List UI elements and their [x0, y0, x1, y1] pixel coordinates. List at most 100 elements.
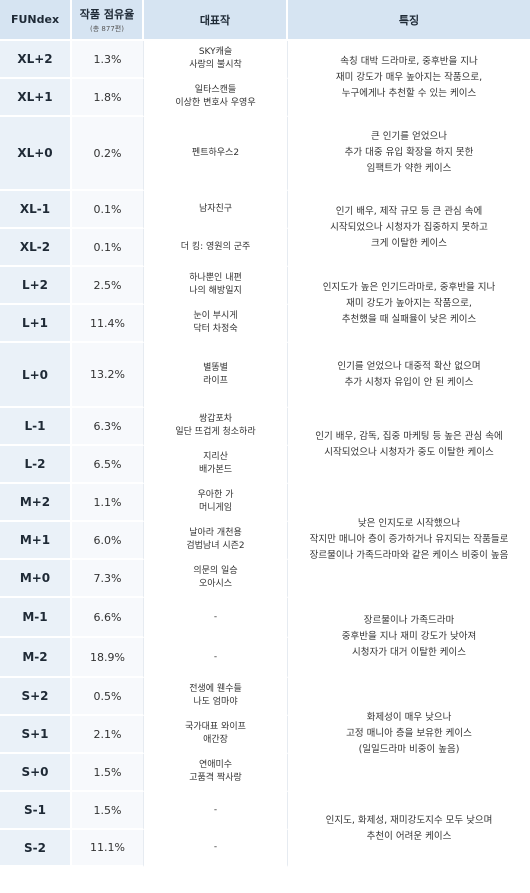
grade-cell: M+2 — [0, 484, 72, 522]
table-row: L+0 13.2% 별똥별 라이프 인기를 얻었으나 대중적 확산 없으며 추가 시청자 … — [0, 343, 530, 408]
header-works: 대표작 — [144, 0, 288, 41]
table-row: S-2 11.1% - — [0, 830, 530, 867]
description-line: 시작되었으나 시청자가 집중하지 못하고 — [330, 222, 488, 233]
description-line: 작지만 매니아 층이 증가하거나 유지되는 작품들로 — [309, 534, 509, 545]
share-cell: 7.3% — [72, 560, 144, 598]
share-cell: 2.5% — [72, 267, 144, 305]
header-share-label: 작품 점유율 — [79, 7, 135, 21]
share-cell: 0.5% — [72, 678, 144, 716]
share-cell: 6.0% — [72, 522, 144, 560]
work-title: 일타스캔들 — [194, 85, 237, 95]
works-cell: 펜트하우스2 — [144, 117, 288, 191]
table-row: S+2 0.5% 전생에 웬수들 나도 엄마야 화제성이 매우 낮으나 고정 매니아 층을… — [0, 678, 530, 792]
table-row: XL+2 1.3% SKY캐슬 사랑의 불시착 속칭 대박 드라마로, 중후반을 지나 재… — [0, 41, 530, 117]
grade-cell: S+2 — [0, 678, 72, 716]
grade-cell: XL+1 — [0, 79, 72, 117]
table-row: XL+1 1.8% 일타스캔들 이상한 변호사 우영우 — [0, 79, 530, 117]
header-grade: FUNdex — [0, 0, 72, 41]
work-title: 머니게임 — [198, 503, 233, 513]
description-line: 임팩트가 약한 케이스 — [366, 163, 452, 174]
work-title: 나의 해방일지 — [189, 286, 242, 296]
work-title: 전생에 웬수들 — [189, 684, 242, 694]
works-cell: 연애미수 고품격 짝사랑 — [144, 754, 288, 792]
description-line: 추천했을 때 실패율이 낮은 케이스 — [341, 314, 477, 325]
description-cell: 장르물이나 가족드라마 중후반을 지나 재미 강도가 낮아져 시청자가 대거 이탈한… — [288, 598, 530, 678]
description-line: 큰 인기를 얻었으나 — [371, 131, 447, 142]
work-title: - — [213, 651, 218, 662]
works-cell: - — [144, 598, 288, 638]
works-cell: 날아라 개천용 검법남녀 시즌2 — [144, 522, 288, 560]
works-cell: 우아한 가 머니게임 — [144, 484, 288, 522]
grade-cell: M+1 — [0, 522, 72, 560]
work-title: 라이프 — [203, 375, 228, 386]
header-share: 작품 점유율 (총 877편) — [72, 0, 144, 41]
works-cell: 국가대표 와이프 애간장 — [144, 716, 288, 754]
share-cell: 18.9% — [72, 638, 144, 678]
grade-cell: L-1 — [0, 408, 72, 446]
table-row: L+1 11.4% 눈이 부시게 닥터 차정숙 — [0, 305, 530, 343]
table-row: M-2 18.9% - — [0, 638, 530, 678]
share-cell: 11.1% — [72, 830, 144, 867]
work-title: 하나뿐인 내편 — [189, 273, 242, 283]
works-cell: 의문의 일승 오아시스 — [144, 560, 288, 598]
share-cell: 1.5% — [72, 754, 144, 792]
table-row: L+2 2.5% 하나뿐인 내편 나의 해방일지 인지도가 높은 인기드라마로, 중후반… — [0, 267, 530, 343]
work-title: 지리산 — [203, 452, 228, 462]
work-title: 사랑의 불시착 — [189, 60, 242, 70]
share-cell: 2.1% — [72, 716, 144, 754]
work-title: 일단 뜨겁게 청소하라 — [175, 427, 256, 437]
grade-cell: L-2 — [0, 446, 72, 484]
description-cell: 인기 배우, 감독, 집중 마케팅 등 높은 관심 속에 시작되었으나 시청자가 … — [288, 408, 530, 484]
description-line: 크게 이탈한 케이스 — [371, 238, 447, 249]
description-line: 시청자가 대거 이탈한 케이스 — [352, 647, 466, 658]
description-line: 장르물이나 가족드라마와 같은 케이스 비중이 높음 — [309, 550, 509, 561]
table-row: S-1 1.5% - 인지도, 화제성, 재미강도지수 모두 낮으며 추천이 어려운 케… — [0, 792, 530, 867]
works-cell: - — [144, 792, 288, 830]
table-row: XL+0 0.2% 펜트하우스2 큰 인기를 얻었으나 추가 대중 유입 확장을 하지 … — [0, 117, 530, 191]
grade-cell: XL+0 — [0, 117, 72, 191]
description-line: 누구에게나 추천할 수 있는 케이스 — [341, 88, 477, 99]
works-cell: 쌍갑포차 일단 뜨겁게 청소하라 — [144, 408, 288, 446]
share-cell: 0.1% — [72, 229, 144, 267]
description-line: 인기 배우, 제작 규모 등 큰 관심 속에 — [335, 206, 483, 217]
share-cell: 1.8% — [72, 79, 144, 117]
share-cell: 6.3% — [72, 408, 144, 446]
share-cell: 1.3% — [72, 41, 144, 79]
table-row: M-1 6.6% - 장르물이나 가족드라마 중후반을 지나 재미 강도가 낮아져 시청자… — [0, 598, 530, 678]
works-cell: SKY캐슬 사랑의 불시착 — [144, 41, 288, 79]
grade-cell: S-1 — [0, 792, 72, 830]
grade-cell: S-2 — [0, 830, 72, 867]
work-title: 연애미수 — [198, 760, 233, 770]
works-cell: 더 킹: 영원의 군주 — [144, 229, 288, 267]
share-cell: 13.2% — [72, 343, 144, 408]
description-line: 추천이 어려운 케이스 — [366, 830, 452, 842]
work-title: 배가본드 — [198, 465, 233, 475]
description-cell: 인지도, 화제성, 재미강도지수 모두 낮으며 추천이 어려운 케이스 — [288, 792, 530, 867]
works-cell: - — [144, 830, 288, 867]
share-cell: 6.6% — [72, 598, 144, 638]
description-line: 장르물이나 가족드라마 — [363, 615, 455, 626]
grade-cell: S+0 — [0, 754, 72, 792]
work-title: - — [213, 842, 218, 852]
work-title: 닥터 차정숙 — [193, 324, 238, 334]
work-title: 이상한 변호사 우영우 — [175, 98, 256, 108]
share-cell: 1.5% — [72, 792, 144, 830]
grade-cell: M+0 — [0, 560, 72, 598]
description-line: 속칭 대박 드라마로, 중후반을 지나 — [340, 56, 478, 67]
share-cell: 11.4% — [72, 305, 144, 343]
work-title: - — [213, 611, 218, 622]
description-line: 낮은 인지도로 시작했으나 — [357, 518, 461, 529]
table-row: M+2 1.1% 우아한 가 머니게임 낮은 인지도로 시작했으나 작지만 매니아 층이 … — [0, 484, 530, 598]
description-line: 인지도가 높은 인기드라마로, 중후반을 지나 — [322, 282, 496, 293]
table-row: XL-1 0.1% 남자친구 인기 배우, 제작 규모 등 큰 관심 속에 시작되었으나… — [0, 191, 530, 267]
share-cell: 0.2% — [72, 117, 144, 191]
description-line: 인기를 얻었으나 대중적 확산 없으며 — [337, 360, 481, 372]
grade-cell: L+1 — [0, 305, 72, 343]
work-title: 눈이 부시게 — [193, 311, 238, 321]
work-title: 나도 엄마야 — [193, 697, 238, 707]
description-line: 재미 강도가 매우 높아지는 작품으로, — [335, 72, 483, 83]
header-row: FUNdex 작품 점유율 (총 877편) 대표작 특징 — [0, 0, 530, 41]
table-row: M+0 7.3% 의문의 일승 오아시스 — [0, 560, 530, 598]
